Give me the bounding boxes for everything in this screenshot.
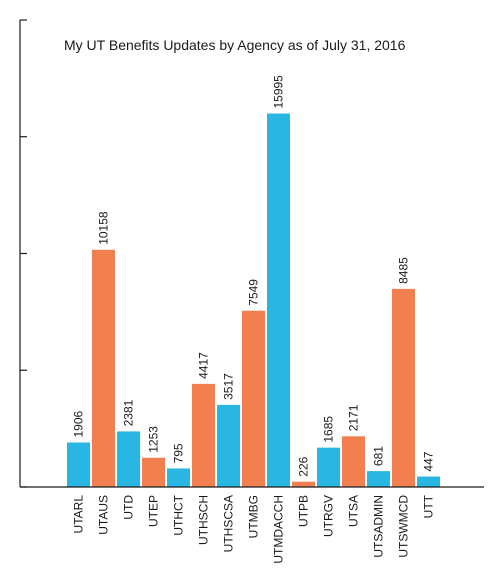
value-label-utpb: 226	[297, 456, 311, 476]
bar-utsadmin	[367, 471, 390, 487]
axes-group	[19, 19, 484, 488]
value-label-uthsch: 4417	[197, 352, 211, 379]
category-label-utmdacch: UTMDACCH	[272, 495, 286, 564]
category-label-utt: UTT	[422, 494, 436, 518]
category-label-utsadmin: UTSADMIN	[372, 495, 386, 558]
value-label-uthct: 795	[172, 443, 186, 463]
category-label-utpb: UTPB	[297, 495, 311, 527]
category-label-utswmcd: UTSWMCD	[397, 495, 411, 558]
category-label-uthct: UTHCT	[172, 494, 186, 535]
category-label-utrgv: UTRGV	[322, 495, 336, 537]
bars-group: 1906 UTARL 10158 UTAUS 2381 UTD 1253 UTEP 795 UTH…	[67, 75, 440, 564]
category-label-utarl: UTARL	[72, 495, 86, 534]
value-label-utep: 1253	[147, 426, 161, 453]
category-label-utaus: UTAUS	[97, 495, 111, 535]
bar-utsa	[342, 436, 365, 487]
bar-utep	[142, 457, 165, 487]
bar-utarl	[67, 442, 90, 487]
value-label-uthscsa: 3517	[222, 373, 236, 400]
bar-utmbg	[242, 310, 265, 487]
value-label-utmbg: 7549	[247, 279, 261, 306]
bar-uthsch	[192, 383, 215, 487]
chart-title: My UT Benefits Updates by Agency as of J…	[64, 37, 406, 53]
value-label-utmdacch: 15995	[272, 75, 286, 109]
bar-utd	[117, 431, 140, 487]
value-label-utswmcd: 8485	[397, 257, 411, 284]
bar-utmdacch	[267, 113, 290, 487]
bar-utt	[417, 476, 440, 487]
bar-utaus	[92, 249, 115, 487]
category-label-utep: UTEP	[147, 495, 161, 527]
bar-utswmcd	[392, 288, 415, 487]
category-label-uthscsa: UTHSCSA	[222, 495, 236, 552]
value-label-utrgv: 1685	[322, 416, 336, 443]
category-label-uthsch: UTHSCH	[197, 495, 211, 545]
value-label-utsa: 2171	[347, 404, 361, 431]
value-label-utd: 2381	[122, 399, 136, 426]
value-label-utaus: 10158	[97, 211, 111, 245]
value-label-utt: 447	[422, 451, 436, 471]
bar-utpb	[292, 481, 315, 487]
value-label-utarl: 1906	[72, 410, 86, 437]
category-label-utsa: UTSA	[347, 495, 361, 527]
bar-uthct	[167, 468, 190, 487]
bar-utrgv	[317, 447, 340, 487]
category-label-utd: UTD	[122, 495, 136, 520]
category-label-utmbg: UTMBG	[247, 495, 261, 538]
bar-uthscsa	[217, 404, 240, 487]
value-label-utsadmin: 681	[372, 446, 386, 466]
